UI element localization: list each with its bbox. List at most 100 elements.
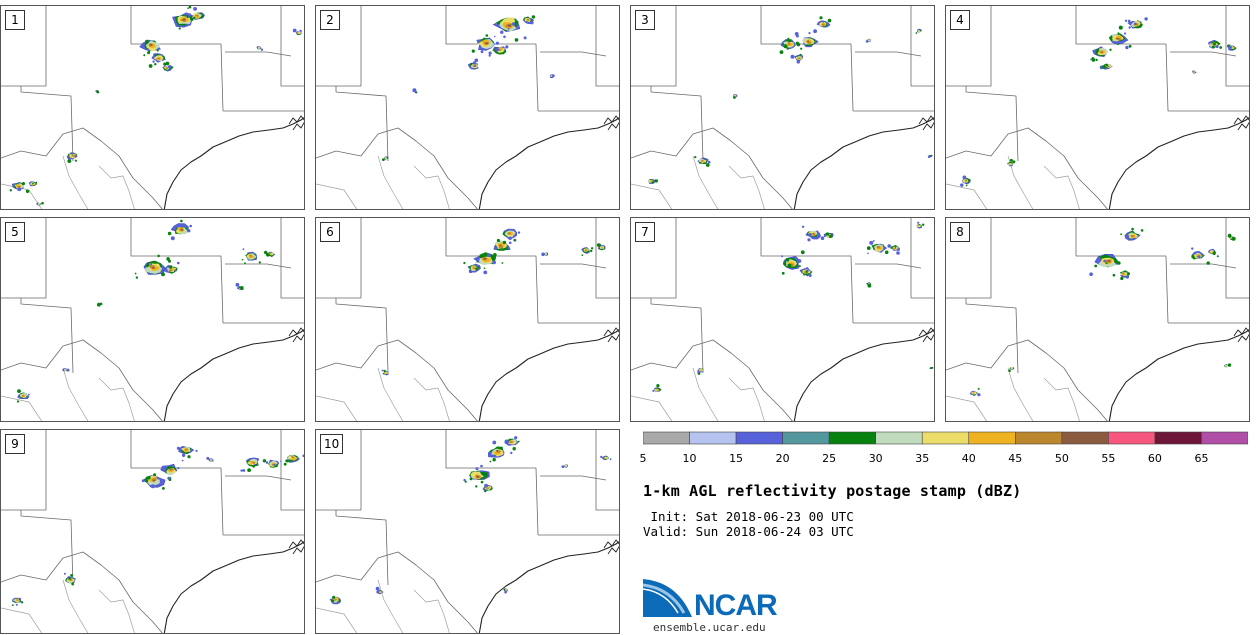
colorbar-tick-label: 50 xyxy=(1054,452,1069,465)
storm-cell xyxy=(36,201,44,206)
valid-time: Valid: Sun 2018-06-24 03 UTC xyxy=(643,524,854,539)
colorbar-tick-label: 20 xyxy=(775,452,790,465)
storm-cell xyxy=(95,90,100,94)
reflectivity-map xyxy=(946,6,1249,209)
plot-title: 1-km AGL reflectivity postage stamp (dBZ… xyxy=(643,482,1022,500)
member-label: 6 xyxy=(320,222,340,242)
storm-cell xyxy=(256,46,264,51)
storm-cell xyxy=(1124,17,1148,29)
storm-cell xyxy=(176,445,198,459)
storm-cell xyxy=(866,282,872,288)
storm-cell xyxy=(382,156,389,162)
colorbar-bin xyxy=(1015,431,1063,445)
colorbar-tick-label: 25 xyxy=(822,452,837,465)
storm-cell xyxy=(206,456,214,462)
member-label: 10 xyxy=(320,434,344,454)
member-panel-2: 2 xyxy=(315,5,620,210)
reflectivity-map xyxy=(1,218,304,421)
reflectivity-map xyxy=(631,6,934,209)
storm-cell xyxy=(162,61,174,72)
storm-cell xyxy=(820,232,834,240)
storm-cell xyxy=(235,282,244,291)
logo-text: NCAR xyxy=(694,589,778,621)
reflectivity-map xyxy=(316,218,619,421)
ncar-logo: NCAR xyxy=(642,579,779,621)
storm-cell xyxy=(1191,247,1210,265)
storm-cell xyxy=(283,454,304,466)
storm-cell xyxy=(160,459,184,481)
storm-cell xyxy=(262,459,282,468)
storm-cell xyxy=(969,387,981,397)
storm-cell xyxy=(694,156,711,167)
storm-cell xyxy=(1006,158,1016,167)
member-panel-4: 4 xyxy=(945,5,1250,210)
colorbar-tick-label: 60 xyxy=(1147,452,1162,465)
storm-cell xyxy=(1090,46,1112,62)
storm-cell xyxy=(1191,70,1197,74)
storm-cell xyxy=(561,464,569,468)
storm-cell xyxy=(794,32,820,50)
storm-cell xyxy=(161,261,180,277)
storm-cell xyxy=(865,38,871,43)
storm-cell xyxy=(1108,25,1132,50)
reflectivity-map xyxy=(1,6,304,209)
colorbar-bin xyxy=(968,431,1016,445)
colorbar-bin xyxy=(1154,431,1202,445)
colorbar-bin xyxy=(689,431,737,445)
member-panel-6: 6 xyxy=(315,217,620,422)
storm-cell xyxy=(167,219,192,241)
storm-cell xyxy=(927,154,933,159)
member-label: 2 xyxy=(320,10,340,30)
storm-cell xyxy=(141,473,166,490)
member-panel-1: 1 xyxy=(0,5,305,210)
colorbar-bin xyxy=(782,431,830,445)
storm-cell xyxy=(16,389,30,403)
storm-cell xyxy=(63,572,76,586)
storm-cell xyxy=(733,94,738,99)
member-panel-9: 9 xyxy=(0,429,305,634)
storm-cell xyxy=(488,440,513,463)
storm-cell xyxy=(1208,39,1223,49)
storm-cell xyxy=(1120,227,1144,241)
storm-cell xyxy=(264,250,276,258)
init-time: Init: Sat 2018-06-23 00 UTC xyxy=(643,509,854,524)
storm-cell xyxy=(779,37,801,54)
storm-cell xyxy=(148,53,167,68)
reflectivity-map xyxy=(631,218,934,421)
storm-cell xyxy=(503,588,509,594)
storm-cell xyxy=(412,88,418,94)
member-panel-5: 5 xyxy=(0,217,305,422)
storm-cell xyxy=(549,74,555,79)
storm-cell xyxy=(1227,233,1237,241)
colorbar-bin xyxy=(1201,431,1248,445)
colorbar-tick-label: 10 xyxy=(682,452,697,465)
storm-cell xyxy=(480,480,493,493)
reflectivity-colorbar xyxy=(643,431,1248,445)
storm-cell xyxy=(916,221,925,229)
storm-cell xyxy=(468,252,504,275)
colorbar-bin xyxy=(828,431,876,445)
storm-cell xyxy=(463,261,481,273)
storm-cell xyxy=(292,28,302,36)
member-label: 3 xyxy=(635,10,655,30)
storm-cell xyxy=(97,302,103,307)
storm-cell xyxy=(496,228,521,245)
storm-cell xyxy=(66,152,78,164)
member-label: 4 xyxy=(950,10,970,30)
storm-cell xyxy=(1208,248,1219,258)
colorbar-tick-label: 30 xyxy=(868,452,883,465)
reflectivity-map xyxy=(1,430,304,633)
storm-cell xyxy=(581,247,594,256)
storm-cell xyxy=(781,250,805,275)
storm-cell xyxy=(139,39,162,58)
colorbar-bin xyxy=(921,431,970,445)
logo-swoosh-arc-icon xyxy=(642,588,679,614)
storm-cell xyxy=(381,369,389,376)
storm-cell xyxy=(28,181,38,187)
member-label: 7 xyxy=(635,222,655,242)
colorbar-bin xyxy=(875,431,923,445)
storm-cell xyxy=(241,248,261,265)
storm-cell xyxy=(1008,366,1015,372)
storm-cell xyxy=(11,597,24,606)
storm-cell xyxy=(9,181,30,193)
